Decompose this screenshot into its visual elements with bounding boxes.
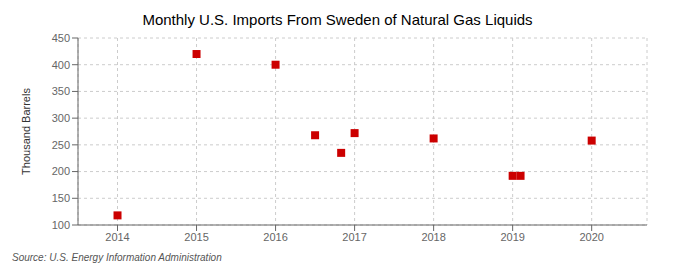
svg-text:150: 150 — [52, 192, 70, 204]
svg-text:Thousand Barrels: Thousand Barrels — [20, 88, 32, 175]
svg-text:250: 250 — [52, 139, 70, 151]
svg-text:2019: 2019 — [500, 231, 524, 243]
svg-text:2015: 2015 — [184, 231, 208, 243]
svg-text:350: 350 — [52, 85, 70, 97]
html-text:Monthly U.S. Imports From Swed: Monthly U.S. Imports From Sweden of Natu… — [142, 11, 533, 28]
svg-text:200: 200 — [52, 165, 70, 177]
svg-text:2018: 2018 — [421, 231, 445, 243]
svg-text:400: 400 — [52, 59, 70, 71]
svg-text:300: 300 — [52, 112, 70, 124]
svg-text:2014: 2014 — [105, 231, 129, 243]
svg-text:2017: 2017 — [342, 231, 366, 243]
svg-text:2016: 2016 — [263, 231, 287, 243]
svg-text:450: 450 — [52, 32, 70, 44]
svg-text:100: 100 — [52, 219, 70, 231]
svg-text:2020: 2020 — [579, 231, 603, 243]
html-text:Source: U.S. Energy Informatio: Source: U.S. Energy Information Administ… — [12, 252, 222, 263]
